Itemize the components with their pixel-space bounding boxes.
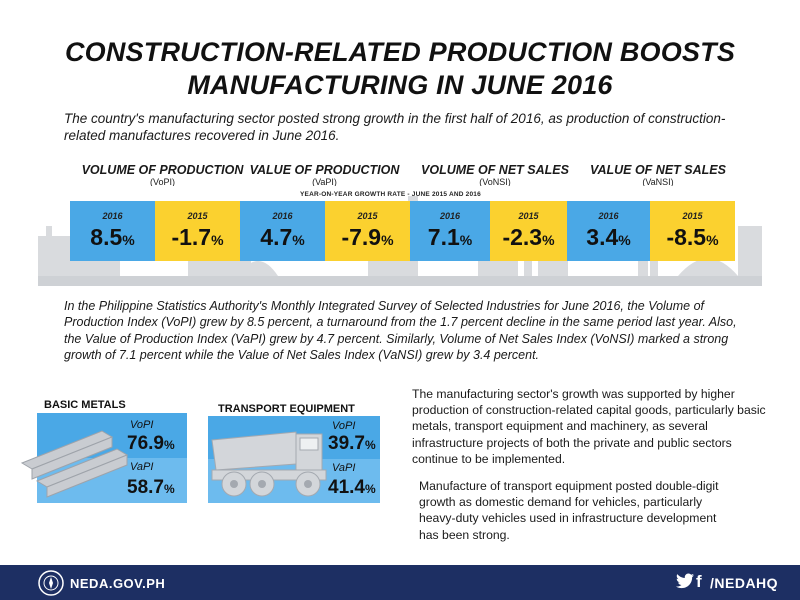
website-link[interactable]: NEDA.GOV.PH (70, 576, 166, 591)
intro-text: The country's manufacturing sector poste… (64, 111, 726, 143)
basic-metals-label: BASIC METALS (44, 399, 126, 411)
transport-vopi-label: VoPI (332, 420, 356, 432)
neda-seal-icon (38, 570, 64, 596)
vansi-2016-cell: 2016 3.4% (567, 201, 650, 261)
header-vonsi: VOLUME OF NET SALES (VoNSI) (410, 163, 580, 188)
basic-metals-box: VoPI 76.9% VaPI 58.7% (20, 413, 187, 503)
sector-growth-text: The manufacturing sector's growth was su… (412, 387, 766, 466)
facebook-icon[interactable]: f (696, 572, 702, 591)
header-vapi-label: VALUE OF PRODUCTION (249, 163, 400, 177)
header-vansi-abbr: (VaNSI) (642, 177, 674, 187)
header-vapi-abbr: (VaPI) (312, 177, 337, 187)
vopi-2016-cell: 2016 8.5% (70, 201, 155, 261)
psa-survey-paragraph: In the Philippine Statistics Authority's… (64, 299, 737, 363)
page-title: CONSTRUCTION-RELATED PRODUCTION BOOSTS M… (0, 36, 800, 102)
transport-vopi-value: 39.7% (328, 433, 376, 454)
header-vopi-label: VOLUME OF PRODUCTION (81, 163, 244, 177)
vapi-2015-cell: 2015 -7.9% (325, 201, 410, 261)
basic-metals-vopi-value: 76.9% (127, 433, 175, 454)
vansi-2016-year: 2016 (598, 211, 619, 221)
title-line-1: CONSTRUCTION-RELATED PRODUCTION BOOSTS (64, 37, 736, 67)
vonsi-2015-year: 2015 (518, 211, 539, 221)
growth-rate-caption: YEAR-ON-YEAR GROWTH RATE - JUNE 2015 AND… (300, 191, 481, 198)
footer-bar: NEDA.GOV.PH f /NEDAHQ (0, 565, 800, 600)
vonsi-2016-year: 2016 (439, 211, 461, 221)
vansi-2016-value: 3.4% (586, 224, 631, 250)
vansi-2015-value: -8.5% (666, 224, 719, 250)
header-vansi-label: VALUE OF NET SALES (590, 163, 726, 177)
transport-growth-text: Manufacture of transport equipment poste… (419, 479, 719, 542)
header-vopi-abbr: (VoPI) (149, 177, 175, 187)
vopi-2015-year: 2015 (187, 211, 208, 221)
social-handle[interactable]: /NEDAHQ (710, 575, 779, 591)
header-vapi: VALUE OF PRODUCTION (VaPI) (242, 163, 407, 188)
vansi-2015-year: 2015 (682, 211, 703, 221)
vapi-2015-year: 2015 (357, 211, 378, 221)
vapi-2016-value: 4.7% (260, 224, 305, 250)
transport-vapi-value: 41.4% (328, 477, 376, 498)
vonsi-2015-value: -2.3% (502, 224, 555, 250)
vopi-2016-year: 2016 (102, 211, 123, 221)
vapi-2015-value: -7.9% (341, 224, 394, 250)
header-vonsi-label: VOLUME OF NET SALES (421, 163, 569, 177)
vonsi-2016-value: 7.1% (427, 224, 473, 250)
vonsi-2015-cell: 2015 -2.3% (490, 201, 567, 261)
title-line-2: MANUFACTURING IN JUNE 2016 (187, 70, 613, 100)
steel-beams-icon (20, 430, 129, 498)
twitter-icon[interactable] (676, 573, 694, 589)
vopi-2016-value: 8.5% (90, 224, 135, 250)
basic-metals-vapi-label: VaPI (130, 461, 154, 473)
vapi-2016-year: 2016 (272, 211, 293, 221)
vonsi-2016-cell: 2016 7.1% (410, 201, 490, 261)
header-vansi: VALUE OF NET SALES (VaNSI) (578, 163, 738, 188)
transport-vapi-label: VaPI (332, 462, 356, 474)
vopi-2015-value: -1.7% (171, 224, 224, 250)
dump-truck-icon (211, 431, 327, 497)
transport-equipment-label: TRANSPORT EQUIPMENT (218, 403, 355, 415)
basic-metals-vapi-value: 58.7% (127, 477, 175, 498)
transport-equipment-box: VoPI 39.7% VaPI 41.4% (208, 416, 380, 503)
vapi-2016-cell: 2016 4.7% (240, 201, 325, 261)
vansi-2015-cell: 2015 -8.5% (650, 201, 735, 261)
vopi-2015-cell: 2015 -1.7% (155, 201, 240, 261)
header-vopi: VOLUME OF PRODUCTION (VoPI) (80, 163, 245, 188)
header-vonsi-abbr: (VoNSI) (479, 177, 511, 187)
basic-metals-vopi-label: VoPI (130, 419, 154, 431)
